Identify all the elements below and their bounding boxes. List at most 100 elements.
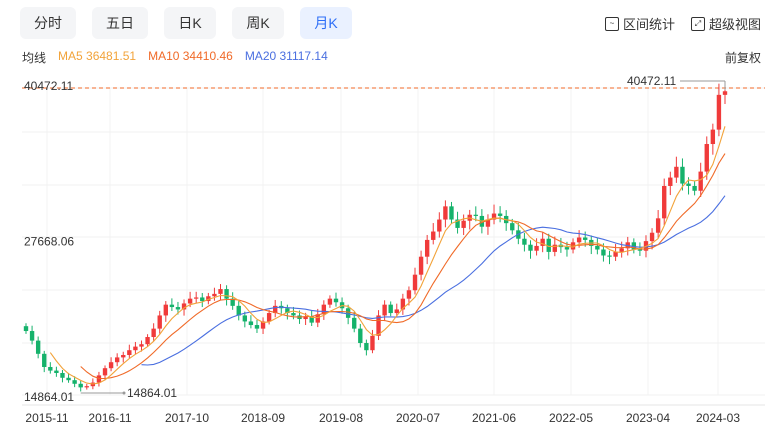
candle-body xyxy=(139,344,144,347)
candle-body xyxy=(716,94,722,130)
tab-daily-k[interactable]: 日K xyxy=(164,7,216,39)
chart-tools: ~ 区间统计 ⤢ 超级视图 xyxy=(604,14,761,33)
candle-body xyxy=(497,213,503,216)
candle-body xyxy=(236,305,241,316)
candle-body xyxy=(151,328,156,338)
ma20-line xyxy=(141,195,726,366)
candle-body xyxy=(698,171,703,191)
min-label-dot xyxy=(122,391,126,395)
candle-body xyxy=(54,370,59,373)
candle-body xyxy=(710,129,716,145)
candle-body xyxy=(601,249,606,256)
tab-intraday[interactable]: 分时 xyxy=(20,7,76,39)
candle-body xyxy=(473,214,478,216)
candle-body xyxy=(722,91,728,95)
candle-body xyxy=(181,303,187,310)
super-view-button[interactable]: ⤢ 超级视图 xyxy=(690,14,761,33)
x-tick-label: 2016-11 xyxy=(88,411,131,425)
candle-body xyxy=(102,368,108,376)
candle-body xyxy=(133,346,138,351)
candle-body xyxy=(376,315,381,336)
candle-body xyxy=(382,304,387,316)
ma-legend-title: 均线 xyxy=(22,51,47,65)
candle-body xyxy=(595,245,600,250)
tab-five-day[interactable]: 五日 xyxy=(92,7,148,39)
candle-body xyxy=(175,307,181,310)
candle-body xyxy=(187,298,193,304)
candle-body xyxy=(127,350,132,356)
ma5-value: MA5 36481.51 xyxy=(58,49,137,63)
candle-body xyxy=(145,337,150,345)
period-tabs: 分时 五日 日K 周K 月K xyxy=(20,7,352,39)
range-stats-icon: ~ xyxy=(604,16,619,31)
candle-body xyxy=(443,206,448,220)
tab-monthly-k[interactable]: 月K xyxy=(300,7,352,39)
candle-body xyxy=(230,298,235,306)
candle-body xyxy=(613,251,618,257)
candle-body xyxy=(194,297,199,299)
candle-body xyxy=(35,340,41,354)
candle-body xyxy=(266,313,272,322)
candle-body xyxy=(42,353,47,367)
candle-body xyxy=(248,321,254,326)
candle-body xyxy=(200,297,205,302)
candle-body xyxy=(388,304,393,314)
ma10-line xyxy=(80,153,726,380)
x-tick-label: 2019-08 xyxy=(319,411,363,425)
candle-body xyxy=(84,386,89,388)
candle-body xyxy=(540,238,545,246)
candle-body xyxy=(510,223,515,231)
candle-body xyxy=(655,218,661,233)
candle-body xyxy=(321,304,327,315)
candle-body xyxy=(291,313,296,316)
candle-body xyxy=(157,315,162,329)
candle-body xyxy=(206,296,211,302)
x-tick-label: 2021-06 xyxy=(472,411,516,425)
super-view-label: 超级视图 xyxy=(708,17,761,32)
candle-body xyxy=(564,247,570,250)
y-tick-label: 40472.11 xyxy=(24,79,73,93)
candle-body xyxy=(48,366,53,371)
x-tick-label: 2015-11 xyxy=(25,411,68,425)
candle-body xyxy=(455,219,460,228)
candle-body xyxy=(96,375,102,383)
candle-body xyxy=(437,219,442,232)
candle-body xyxy=(212,293,217,297)
range-stats-button[interactable]: ~ 区间统计 xyxy=(604,14,675,33)
candle-body xyxy=(552,244,557,252)
candle-body xyxy=(406,290,412,299)
candle-body xyxy=(461,220,466,228)
candle-body xyxy=(704,144,709,172)
candle-body xyxy=(534,245,539,251)
candle-body xyxy=(345,308,351,318)
adjust-mode-button[interactable]: 前复权 xyxy=(724,51,761,65)
candle-body xyxy=(169,304,175,308)
candle-body xyxy=(692,185,697,191)
candle-body xyxy=(649,232,655,242)
ma10-value: MA10 34410.46 xyxy=(148,49,233,63)
x-tick-label: 2020-07 xyxy=(396,411,440,425)
candle-body xyxy=(686,183,691,186)
candle-body xyxy=(674,166,679,178)
candle-body xyxy=(619,248,624,252)
tab-weekly-k[interactable]: 周K xyxy=(232,7,284,39)
candle-body xyxy=(412,274,418,291)
candle-body xyxy=(260,321,266,329)
ma20-value: MA20 31117.14 xyxy=(244,49,328,63)
candle-body xyxy=(528,244,533,251)
candle-body xyxy=(668,177,673,186)
candle-body xyxy=(121,355,126,358)
x-tick-label: 2023-04 xyxy=(626,411,670,425)
ma5-line xyxy=(49,126,726,385)
candle-body xyxy=(662,185,667,219)
candle-body xyxy=(631,242,637,250)
x-tick-label: 2017-10 xyxy=(165,411,209,425)
candle-body xyxy=(485,219,491,227)
candle-body xyxy=(546,238,551,252)
ma-legend: 均线 MA5 36481.51 MA10 34410.46 MA20 31117… xyxy=(22,49,328,66)
candle-body xyxy=(333,298,339,303)
candle-body xyxy=(60,372,65,378)
candle-body xyxy=(394,309,399,314)
candle-body xyxy=(315,314,320,323)
